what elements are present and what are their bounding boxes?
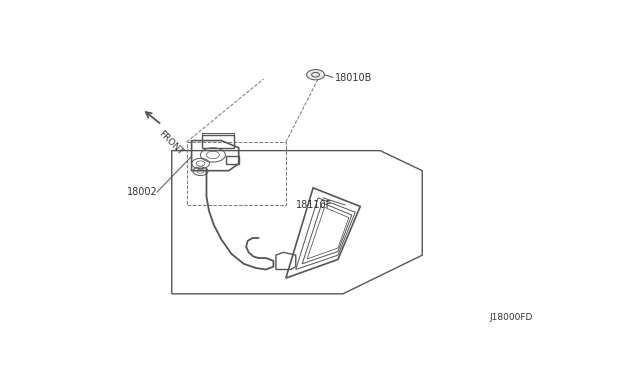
Text: 18110F: 18110F (296, 200, 332, 210)
Text: J18000FD: J18000FD (489, 313, 532, 322)
Text: FRONT: FRONT (157, 129, 185, 157)
Text: 18010B: 18010B (335, 73, 373, 83)
Circle shape (307, 70, 324, 80)
Text: 18002: 18002 (127, 187, 158, 197)
